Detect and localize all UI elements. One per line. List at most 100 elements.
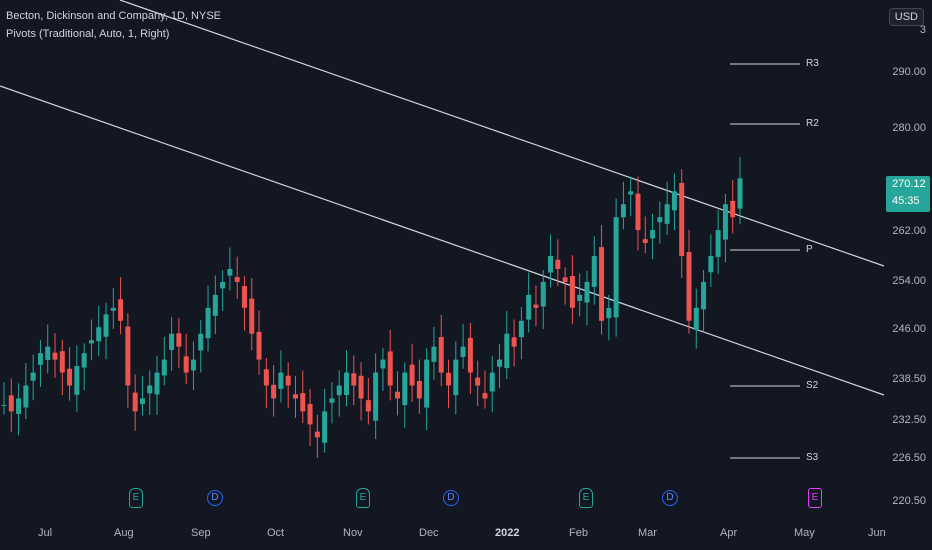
candle-body	[74, 366, 80, 395]
candle-body	[628, 191, 634, 195]
candle-body	[139, 398, 145, 404]
candle-body	[511, 337, 517, 347]
candle-body	[562, 277, 568, 282]
candle-body	[190, 359, 196, 371]
indicator-legend[interactable]: Pivots (Traditional, Auto, 1, Right)	[6, 28, 170, 40]
upper-trendline	[119, 0, 885, 267]
candle-body	[635, 193, 641, 231]
price-axis-label: 232.50	[892, 414, 926, 426]
candle-body	[686, 252, 692, 321]
candle-body	[533, 304, 539, 308]
time-axis-label: Sep	[191, 527, 211, 539]
candle-body	[81, 353, 87, 368]
candle-body	[45, 346, 51, 360]
candle-body	[154, 372, 160, 395]
last-price-tag: 270.12 45:35	[886, 176, 930, 212]
candle-body	[373, 372, 379, 421]
price-axis-label: 220.50	[892, 495, 926, 507]
candle-body	[358, 375, 364, 399]
candle-body	[67, 368, 73, 386]
time-axis-label: Apr	[720, 527, 738, 539]
candle-body	[526, 294, 532, 320]
candle-body	[475, 377, 481, 386]
pivot-label-p: P	[806, 244, 813, 255]
candle-body	[241, 286, 247, 308]
candle-body	[657, 217, 663, 223]
candle-body	[701, 281, 707, 310]
candle-body	[227, 268, 233, 276]
candle-body	[96, 327, 102, 342]
candle-body	[569, 276, 575, 308]
candle-body	[292, 394, 298, 399]
candle-body	[555, 259, 561, 269]
price-axis-label: 226.50	[892, 452, 926, 464]
candle-body	[336, 385, 342, 396]
bar-countdown: 45:35	[892, 195, 920, 207]
earnings-icon[interactable]: E	[579, 488, 593, 508]
candle-body	[118, 299, 124, 321]
candle-body	[453, 359, 459, 396]
candle-body	[278, 372, 284, 389]
candle-body	[285, 375, 291, 386]
candle-body	[314, 431, 320, 438]
candle-body	[169, 333, 175, 351]
dividend-icon[interactable]: D	[662, 490, 678, 506]
dividend-icon[interactable]: D	[207, 490, 223, 506]
time-axis-label: Aug	[114, 527, 134, 539]
candle-body	[103, 314, 109, 337]
candle-body	[387, 351, 393, 386]
time-axis-label: Oct	[267, 527, 285, 539]
candle-body	[620, 204, 626, 218]
candle-body	[424, 359, 430, 408]
price-axis[interactable]	[884, 0, 932, 515]
currency-button[interactable]: USD	[888, 8, 924, 26]
time-axis-label: Nov	[343, 527, 363, 539]
candle-body	[395, 391, 401, 399]
price-axis-label-partial: 3	[919, 24, 926, 36]
earnings-icon[interactable]: E	[356, 488, 370, 508]
symbol-title[interactable]: Becton, Dickinson and Company, 1D, NYSE	[6, 10, 222, 22]
candle-body	[322, 411, 328, 443]
price-axis-label: 254.00	[892, 275, 926, 287]
price-axis-label: 246.00	[892, 323, 926, 335]
earnings-icon[interactable]: E	[129, 488, 143, 508]
candle-body	[446, 372, 452, 386]
time-axis-label: Mar	[638, 527, 657, 539]
candle-body	[504, 333, 510, 369]
candle-body	[693, 307, 699, 331]
lower-trendline	[0, 85, 885, 396]
candle-body	[467, 337, 473, 373]
candle-body	[263, 369, 269, 386]
time-axis-label: Dec	[419, 527, 439, 539]
candle-body	[1, 404, 7, 406]
dividend-icon[interactable]: D	[443, 490, 459, 506]
candle-body	[249, 298, 255, 334]
pivot-label-s2: S2	[806, 380, 819, 391]
candle-body	[380, 359, 386, 369]
candle-body	[110, 307, 116, 311]
candle-body	[402, 372, 408, 406]
time-axis[interactable]	[0, 515, 932, 550]
candle-body	[16, 398, 22, 414]
last-price: 270.12	[892, 178, 926, 190]
candle-body	[220, 281, 226, 289]
candle-body	[606, 307, 612, 319]
earnings-icon[interactable]: E	[808, 488, 822, 508]
candle-body	[416, 380, 422, 399]
time-axis-label: 2022	[495, 527, 520, 539]
candle-body	[147, 385, 153, 394]
candle-body	[329, 398, 335, 403]
candle-body	[409, 364, 415, 386]
candle-body	[351, 373, 357, 386]
candle-body	[271, 384, 277, 399]
pivot-label-s3: S3	[806, 452, 819, 463]
candle-body	[52, 352, 58, 360]
candle-body	[8, 395, 14, 412]
candle-body	[642, 239, 648, 244]
candle-body	[613, 217, 619, 318]
candle-body	[161, 359, 167, 376]
candle-body	[722, 204, 728, 240]
candle-body	[518, 320, 524, 338]
candle-body	[460, 346, 466, 357]
